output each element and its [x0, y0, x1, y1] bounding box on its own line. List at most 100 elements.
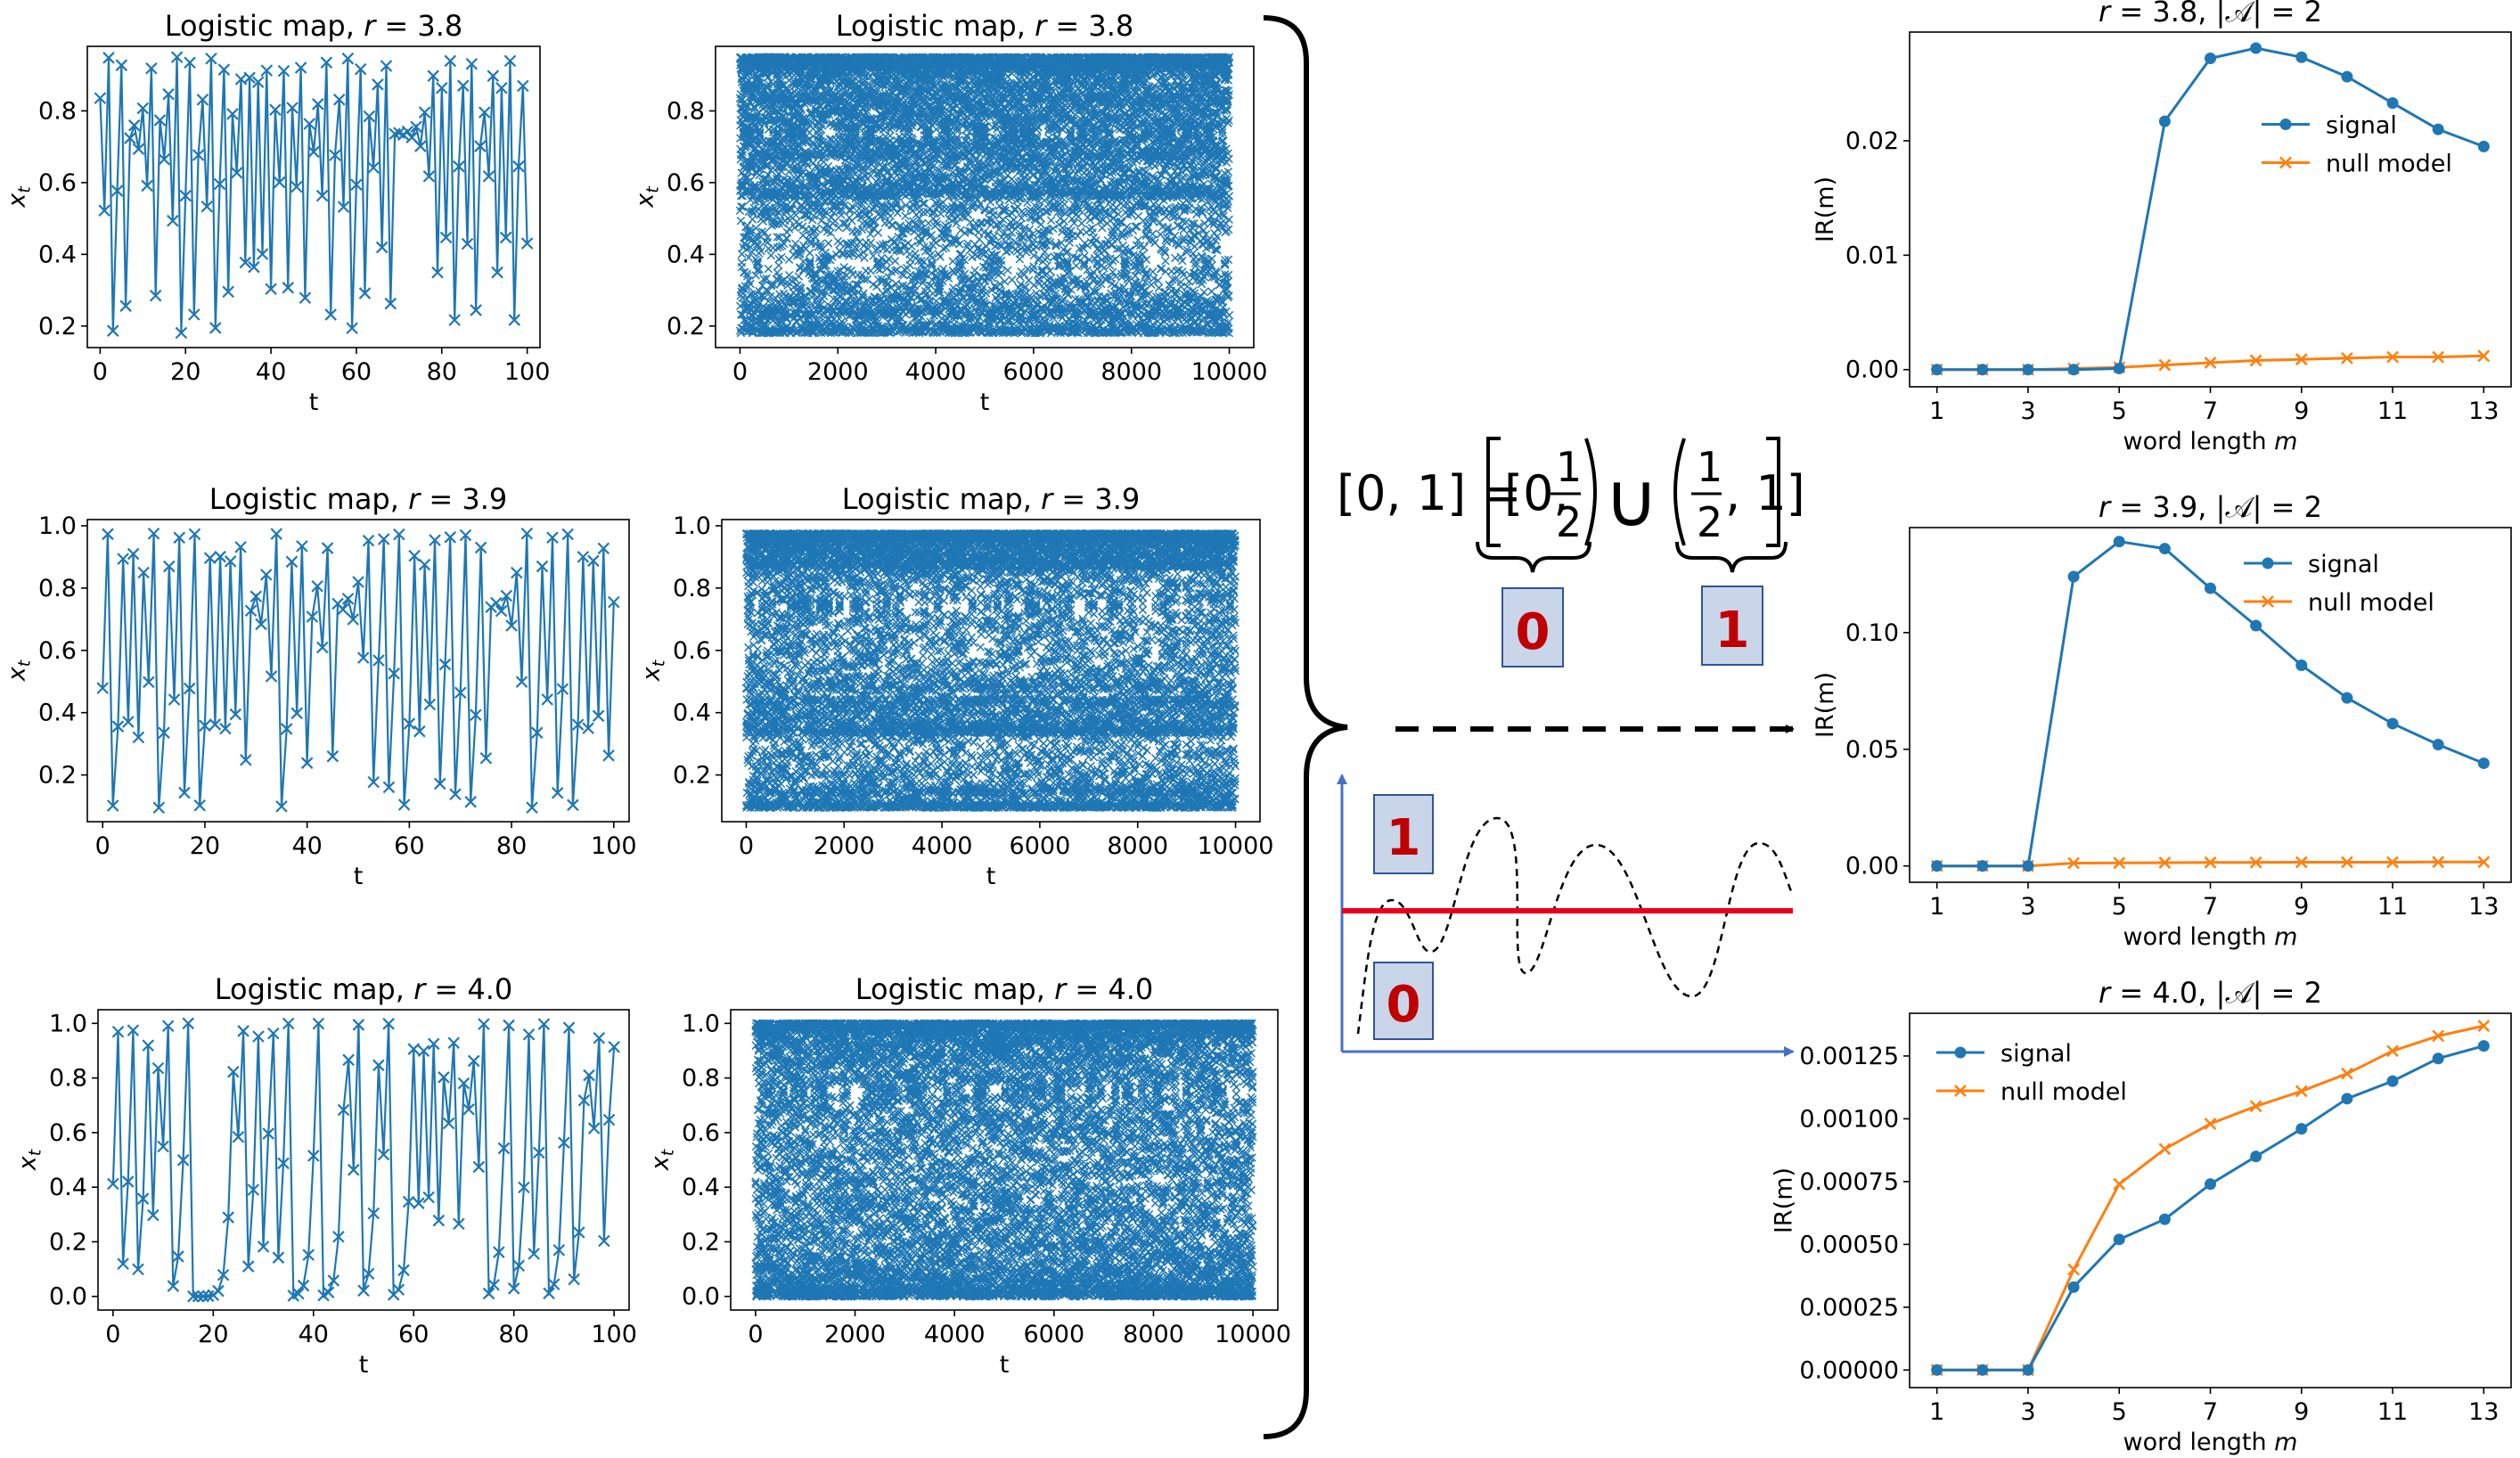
data-point [282, 282, 295, 294]
chart-title: Logistic map, r = 3.8 [165, 9, 463, 43]
data-point [872, 282, 881, 291]
data-point [367, 161, 380, 174]
x-tick-label: 20 [170, 358, 200, 386]
data-point [158, 152, 171, 166]
data-point [748, 290, 757, 299]
x-tick-label: 6000 [1003, 358, 1065, 386]
x-tick-label: 0 [732, 358, 748, 386]
data-point [742, 245, 751, 254]
data-point [766, 250, 776, 260]
data-point [346, 322, 358, 335]
x-tick-label: 60 [341, 358, 372, 386]
data-point [738, 151, 748, 160]
x-tick-label: 8000 [1100, 358, 1162, 386]
data-point [456, 79, 470, 92]
y-tick-label: 0.2 [667, 313, 705, 340]
data-point [94, 92, 107, 104]
y-tick-label: 0.2 [38, 313, 77, 340]
data-point [315, 189, 329, 202]
data-point [320, 56, 333, 69]
data-point [162, 87, 175, 101]
data-point [418, 106, 431, 119]
data-point [401, 125, 414, 138]
data-point [448, 314, 461, 326]
data-point [363, 110, 376, 123]
data-point [124, 132, 136, 144]
data-point [277, 64, 290, 78]
data-point [774, 261, 783, 270]
data-point [222, 285, 234, 299]
data-point [956, 225, 965, 235]
data-point [806, 249, 814, 258]
data-point [170, 51, 184, 63]
data-point [200, 200, 213, 213]
data-point [737, 324, 746, 332]
data-point [751, 271, 760, 280]
data-point [737, 262, 747, 272]
data-point [431, 266, 444, 279]
data-point [141, 179, 153, 192]
data-point [503, 54, 517, 68]
data-point [931, 238, 940, 248]
data-point [372, 78, 384, 91]
data-point [188, 308, 200, 321]
data-point [312, 98, 324, 111]
data-point [153, 114, 167, 127]
data-point [742, 269, 752, 278]
data-point [213, 177, 226, 191]
data-point [256, 248, 269, 260]
data-point [192, 149, 205, 161]
chart-logistic-map-r3.8-long: 0 2000 4000 6000 8000 100000.20.40.60.8Logist… [632, 9, 1268, 416]
data-point [239, 256, 252, 269]
data-point [478, 106, 491, 119]
data-point [205, 52, 217, 65]
data-point [248, 260, 260, 274]
y-axis-label: xt [4, 185, 35, 209]
data-point [790, 223, 799, 233]
data-point [750, 289, 760, 299]
data-point [184, 56, 196, 69]
data-point [341, 52, 355, 65]
data-point [444, 54, 457, 68]
data-point [299, 291, 312, 305]
data-point [354, 62, 367, 76]
data-point [884, 254, 894, 264]
x-tick-label: 4000 [905, 358, 967, 386]
y-tick-label: 0.8 [38, 97, 77, 125]
data-point [358, 287, 372, 299]
data-point [517, 79, 529, 93]
data-point [286, 102, 299, 114]
data-point [746, 279, 755, 289]
data-point [823, 239, 833, 248]
data-point [901, 211, 910, 221]
data-point [886, 211, 895, 221]
data-point [487, 70, 500, 82]
data-point [784, 225, 794, 233]
data-point [175, 326, 188, 340]
data-point [777, 252, 786, 262]
data-point [106, 324, 119, 337]
data-point [217, 63, 231, 76]
data-point [307, 145, 320, 159]
data-point [461, 237, 474, 250]
data-point [350, 178, 363, 192]
data-point [243, 71, 256, 84]
data-point [854, 270, 863, 280]
x-tick-label: 0 [93, 358, 108, 386]
data-point [747, 152, 756, 161]
data-point [230, 167, 243, 179]
x-tick-label: 40 [256, 358, 286, 386]
data-point [520, 237, 534, 250]
axes-frame [715, 45, 1255, 348]
data-point [465, 57, 479, 70]
data-point [414, 140, 427, 152]
data-point [115, 59, 128, 71]
data-point [332, 93, 346, 106]
data-point [251, 76, 265, 88]
data-point [380, 60, 393, 72]
data-point [905, 255, 915, 265]
x-tick-label: 10000 [1191, 358, 1268, 386]
data-point [737, 202, 746, 211]
data-point [410, 120, 422, 134]
